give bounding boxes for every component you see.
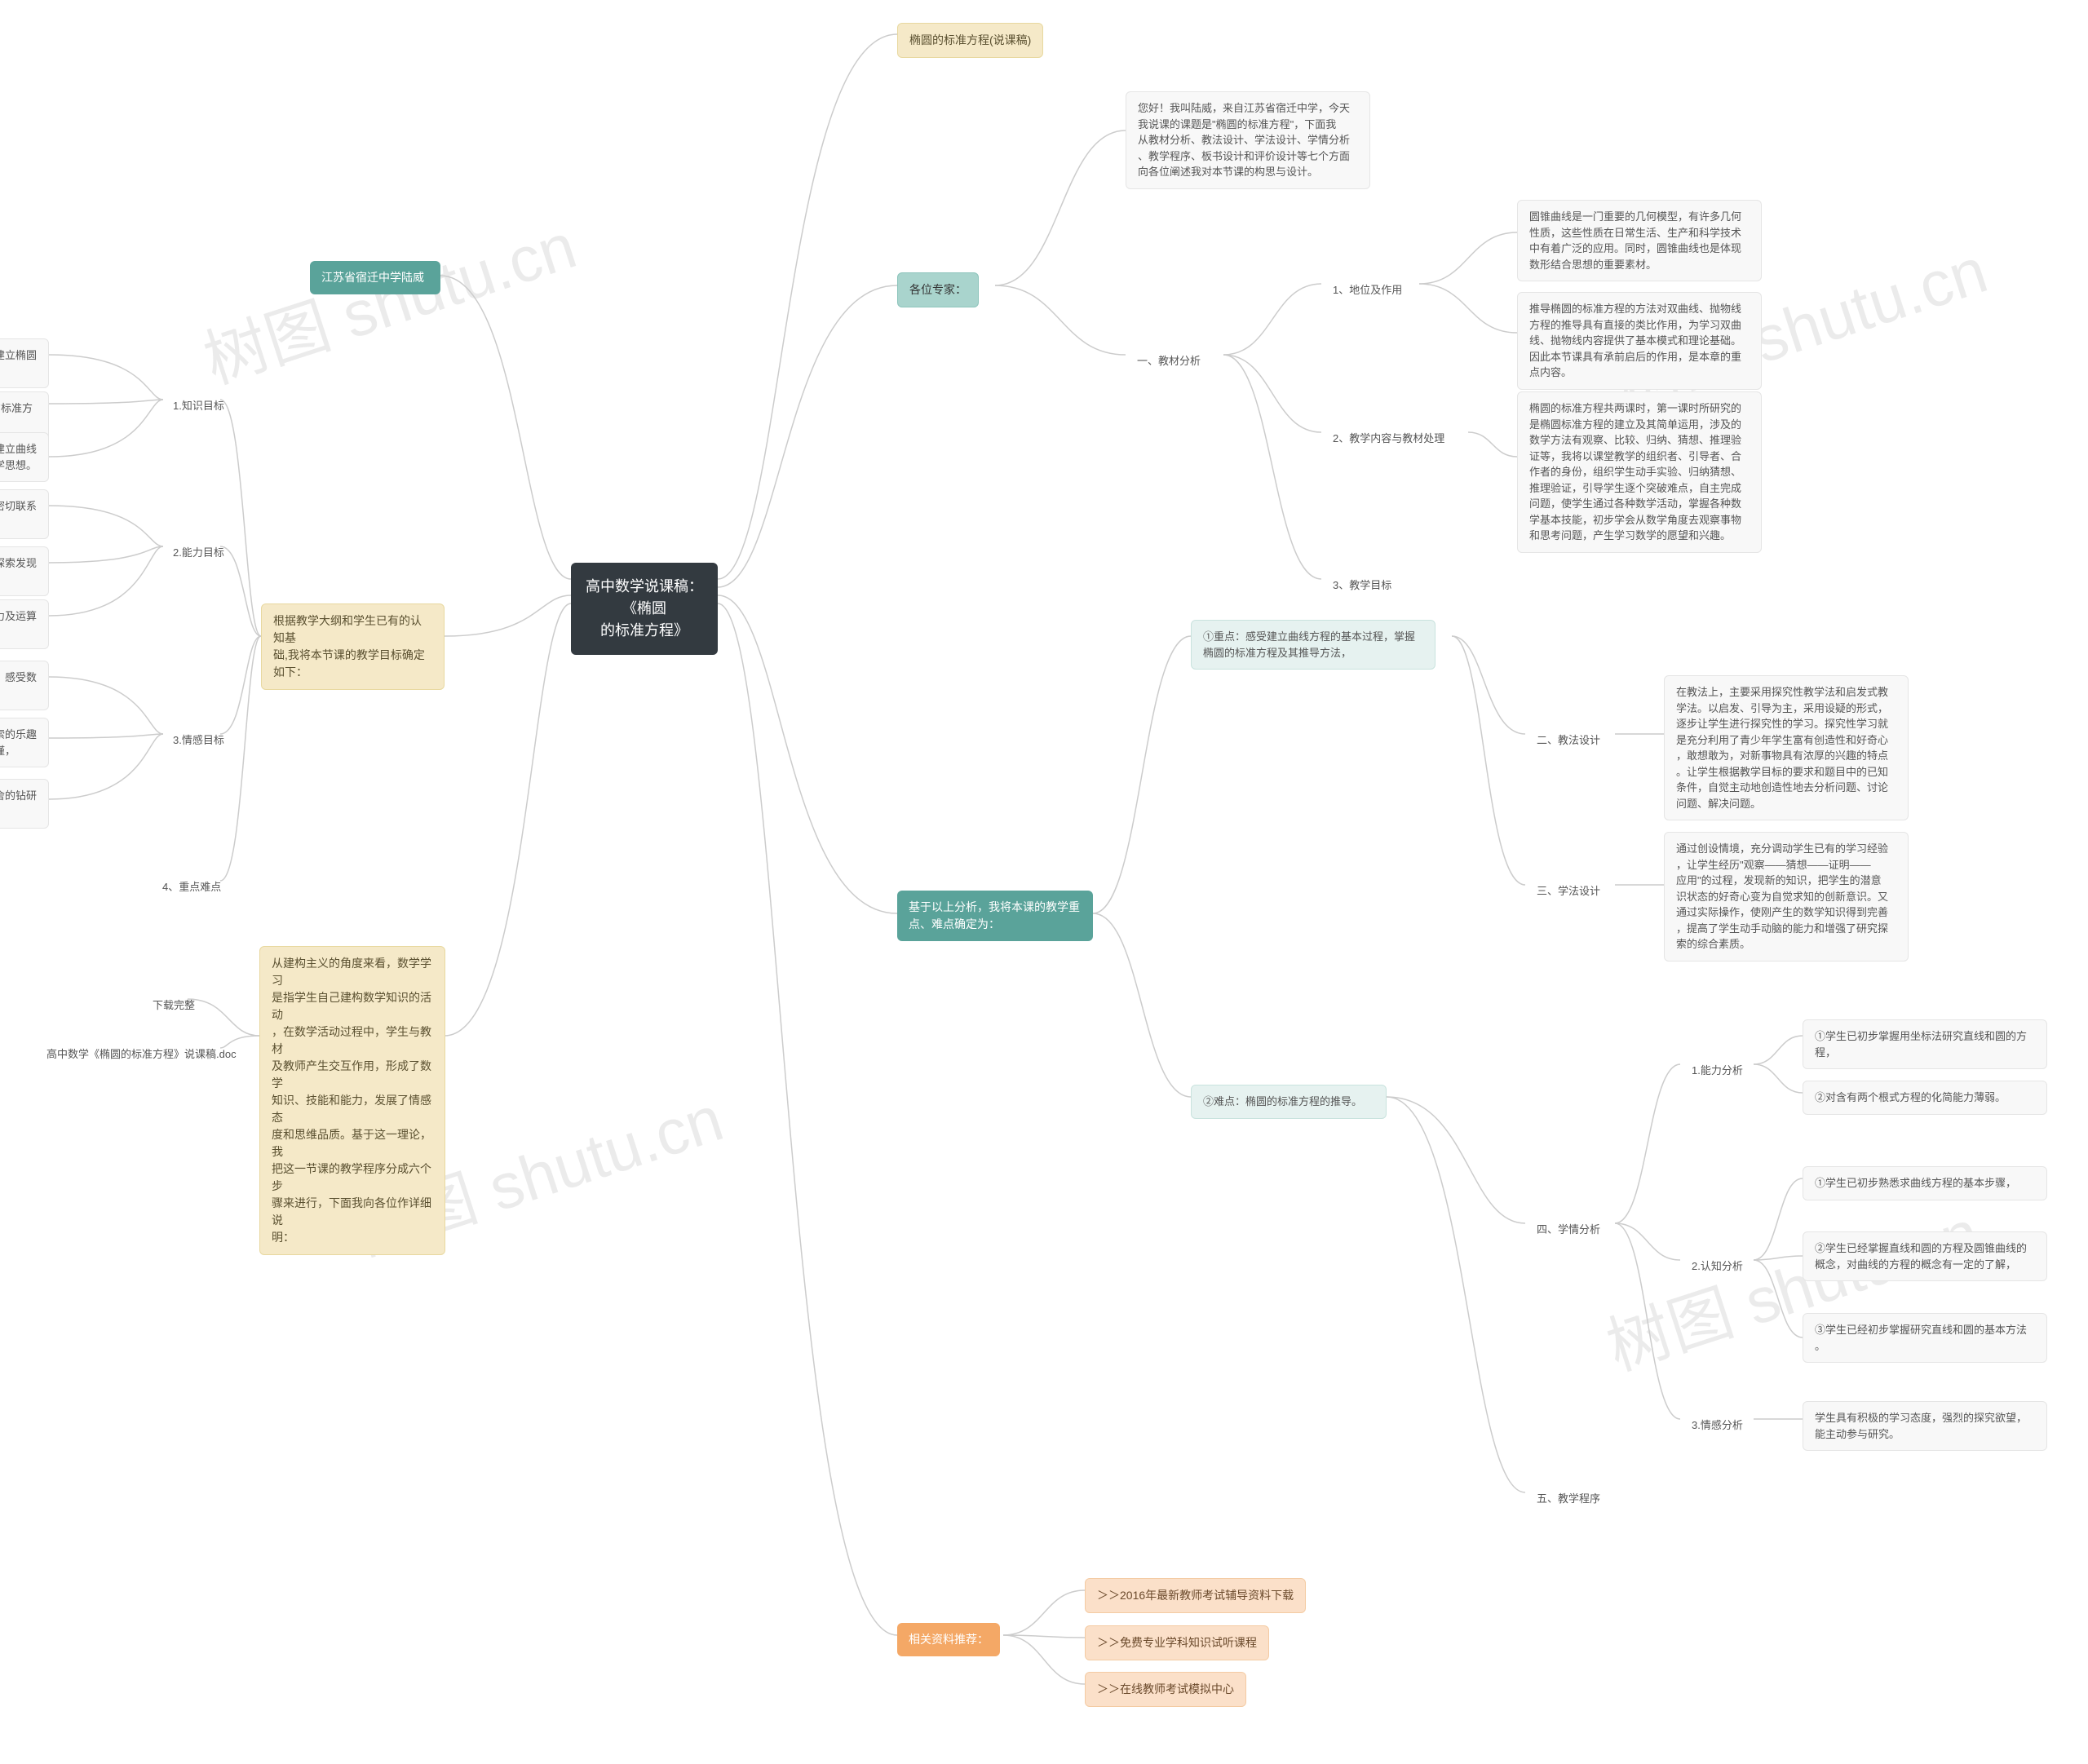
sec4-1-label[interactable]: 1.能力分析 (1680, 1054, 1754, 1087)
sec4-3-label[interactable]: 3.情感分析 (1680, 1409, 1754, 1442)
sec2-label[interactable]: 二、教法设计 (1525, 724, 1612, 757)
related-item[interactable]: ＞＞在线教师考试模拟中心 (1085, 1672, 1246, 1707)
theory-box[interactable]: 从建构主义的角度来看，数学学习 是指学生自己建构数学知识的活动 ，在数学活动过程… (259, 946, 445, 1255)
sec4-2-label[interactable]: 2.认知分析 (1680, 1250, 1754, 1283)
root-node[interactable]: 高中数学说课稿：《椭圆 的标准方程》 (571, 563, 718, 655)
goal-3-item: ③养成实事求是的科学态度和契而不舍的钻研 精神，形成学习数学知识的积极态度。 (0, 779, 49, 829)
experts-intro: 您好！我叫陆威，来自江苏省宿迁中学，今天 我说课的课题是"椭圆的标准方程"，下面… (1126, 91, 1370, 189)
goal-2-item: ②培养学生的观察能力、归纳能力、探索发现 能力， (0, 546, 49, 596)
download-label[interactable]: 下载完整 (141, 989, 206, 1022)
related-label[interactable]: 相关资料推荐： (897, 1623, 1000, 1656)
sec5-label[interactable]: 五、教学程序 (1525, 1483, 1612, 1515)
goal-2-title[interactable]: 2.能力目标 (161, 537, 236, 569)
mat-label[interactable]: 一、教材分析 (1126, 345, 1212, 378)
goal-1-item: ③进一步感受曲线方程的概念，了解建立曲线 方程的基本方法，体会数形结合的数学思想… (0, 432, 49, 482)
mat2-label[interactable]: 2、教学内容与教材处理 (1321, 422, 1456, 455)
experts-label[interactable]: 各位专家： (897, 272, 979, 307)
title-label[interactable]: 椭圆的标准方程(说课稿) (897, 23, 1043, 58)
diff-focus: ①重点：感受建立曲线方程的基本过程，掌握 椭圆的标准方程及其推导方法， (1191, 620, 1436, 670)
sec4-1-item: ②对含有两个根式方程的化简能力薄弱。 (1803, 1081, 2047, 1115)
sec4-2-item: ①学生已初步熟悉求曲线方程的基本步骤， (1803, 1166, 2047, 1200)
goal-4-title[interactable]: 4、重点难点 (151, 871, 232, 904)
diff2-label: ②难点：椭圆的标准方程的推导。 (1191, 1085, 1387, 1119)
diff-label[interactable]: 基于以上分析，我将本课的教学重 点、难点确定为： (897, 891, 1093, 941)
mat1-item: 推导椭圆的标准方程的方法对双曲线、抛物线 方程的推导具有直接的类比作用，为学习双… (1517, 292, 1762, 390)
sec4-2-item: ③学生已经初步掌握研究直线和圆的基本方法 。 (1803, 1313, 2047, 1363)
sec4-1-item: ①学生已初步掌握用坐标法研究直线和圆的方 程， (1803, 1019, 2047, 1069)
goal-3-item: ②通过主动探索、合作交流，感受探索的乐趣 和成功的体验，体会数学的理性和严谨， (0, 718, 49, 767)
sec3-text: 通过创设情境，充分调动学生已有的学习经验 ，让学生经历"观察——猜想——证明——… (1664, 832, 1909, 962)
watermark: 树图 shutu.cn (191, 196, 586, 402)
mat1-item: 圆锥曲线是一门重要的几何模型，有许多几何 性质，这些性质在日常生活、生产和科学技… (1517, 200, 1762, 281)
mat3-label[interactable]: 3、教学目标 (1321, 569, 1403, 602)
goal-2-item: ①让学生感知数学知识与实际生活的密切联系 ，培养解决实际问题的能力， (0, 489, 49, 539)
goal-1-item: ①建立直角坐标系，根据椭圆的定义建立椭圆 的标准方程， (0, 338, 49, 388)
sec4-2-item: ②学生已经掌握直线和圆的方程及圆锥曲线的 概念，对曲线的方程的概念有一定的了解， (1803, 1231, 2047, 1281)
download-file[interactable]: 高中数学《椭圆的标准方程》说课稿.doc (35, 1038, 248, 1071)
related-item[interactable]: ＞＞2016年最新教师考试辅导资料下载 (1085, 1578, 1306, 1613)
mat1-label[interactable]: 1、地位及作用 (1321, 274, 1413, 307)
sec3-label[interactable]: 三、学法设计 (1525, 875, 1612, 908)
related-item[interactable]: ＞＞免费专业学科知识试听课程 (1085, 1625, 1269, 1660)
goal-3-title[interactable]: 3.情感目标 (161, 724, 236, 757)
goal-1-title[interactable]: 1.知识目标 (161, 390, 236, 422)
sec4-3-text: 学生具有积极的学习态度，强烈的探究欲望， 能主动参与研究。 (1803, 1401, 2047, 1451)
mat2-text: 椭圆的标准方程共两课时，第一课时所研究的 是椭圆标准方程的建立及其简单运用，涉及… (1517, 391, 1762, 553)
sec4-label[interactable]: 四、学情分析 (1525, 1214, 1612, 1246)
goals-intro[interactable]: 根据教学大纲和学生已有的认知基 础,我将本节课的教学目标确定如下： (261, 603, 445, 690)
author-node[interactable]: 江苏省宿迁中学陆威 (310, 261, 440, 294)
goal-3-item: ①亲身经历椭圆标准方程的获得过程，感受数 学美的熏陶， (0, 661, 49, 710)
sec2-text: 在教法上，主要采用探究性教学法和启发式教 学法。以启发、引导为主，采用设疑的形式… (1664, 675, 1909, 820)
goal-2-item: ③提高运用坐标法解决几何问题的能力及运算 能力。 (0, 599, 49, 649)
